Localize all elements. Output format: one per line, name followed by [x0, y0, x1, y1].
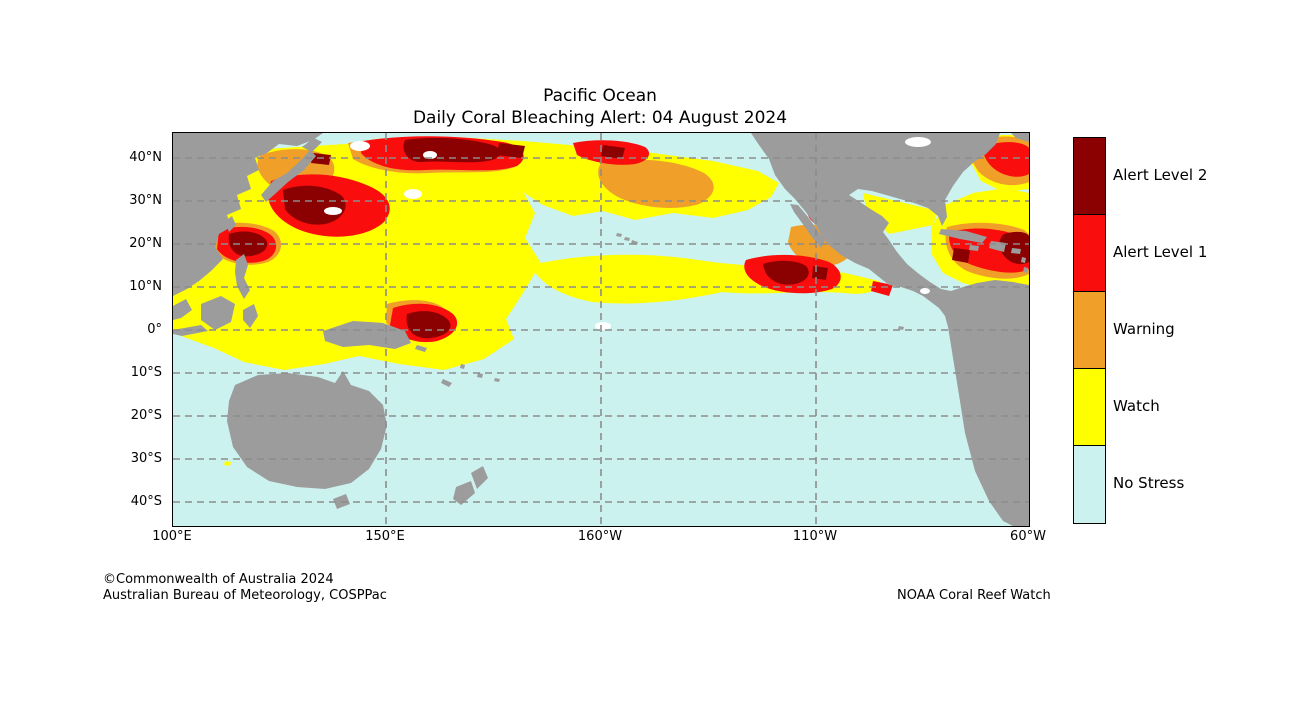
lon-label-160w: 160°W — [577, 529, 623, 544]
land-taiwan — [225, 216, 236, 232]
great-lakes-patch — [905, 137, 931, 147]
land-solomon-islands — [415, 345, 427, 352]
alert1-panama-bight — [871, 281, 893, 296]
copyright-block: ©Commonwealth of Australia 2024 Australi… — [103, 572, 387, 603]
lat-label-40n: 40°N — [129, 150, 162, 165]
title-line-1: Pacific Ocean — [543, 86, 657, 106]
warning-mid-pacific — [598, 159, 714, 208]
land-fiji — [477, 373, 483, 378]
missing-data-patch — [423, 151, 437, 159]
lat-label-20n: 20°N — [129, 236, 162, 251]
gridline-layer — [173, 133, 1029, 526]
noaa-credit: NOAA Coral Reef Watch — [897, 588, 1051, 603]
missing-data-layer — [324, 137, 931, 330]
lat-label-10s: 10°S — [130, 365, 162, 380]
lat-label-30s: 30°S — [130, 451, 162, 466]
alert2-japan-core — [283, 185, 346, 225]
legend-swatch-watch — [1074, 369, 1105, 446]
legend-swatch-alert-level-1 — [1074, 215, 1105, 292]
legend-swatch-warning — [1074, 292, 1105, 369]
lon-label-100e: 100°E — [152, 529, 192, 544]
lon-label-110w: 110°W — [792, 529, 838, 544]
land-galapagos — [898, 326, 904, 330]
land-borneo — [201, 296, 235, 330]
land-americas — [751, 133, 1029, 526]
land-asia — [173, 133, 323, 296]
missing-data-patch — [350, 141, 370, 151]
alert2-east-pacific-patch — [812, 266, 828, 280]
land-lesser-antilles — [1021, 257, 1028, 273]
map-canvas — [172, 132, 1030, 527]
legend-label-warning: Warning — [1113, 320, 1175, 338]
land-new-guinea — [323, 321, 411, 349]
land-japan — [261, 150, 316, 202]
lat-label-0: 0° — [147, 322, 162, 337]
land-puerto-rico — [1011, 248, 1021, 254]
lat-label-40s: 40°S — [130, 494, 162, 509]
land-sumatra — [173, 299, 192, 320]
legend-colorbar — [1073, 137, 1106, 524]
missing-data-patch — [920, 288, 930, 294]
legend-swatch-no-stress — [1074, 446, 1105, 523]
land-newfoundland — [1011, 133, 1029, 142]
alert2-caribbean-east — [999, 231, 1029, 265]
land-new-caledonia — [441, 379, 452, 387]
land-hawaii — [616, 233, 638, 245]
copyright-line-1: ©Commonwealth of Australia 2024 — [103, 572, 334, 587]
lon-label-150e: 150°E — [365, 529, 405, 544]
alert2-east-pacific-core — [763, 260, 809, 285]
lon-label-60w: 60°W — [1010, 529, 1046, 544]
copyright-line-2: Australian Bureau of Meteorology, COSPPa… — [103, 587, 387, 603]
missing-data-patch — [324, 207, 342, 215]
alert2-north-band-east-patch — [601, 145, 625, 159]
missing-data-patch — [595, 322, 611, 330]
land-jamaica — [969, 245, 979, 251]
watch-speck-indian-ocean — [224, 461, 231, 466]
land-sulawesi — [243, 304, 258, 328]
title-line-2: Daily Coral Bleaching Alert: 04 August 2… — [412, 108, 788, 128]
alert2-north-band-patch — [497, 143, 525, 158]
alert2-solomon-sea-core — [406, 311, 451, 339]
lat-label-10n: 10°N — [129, 279, 162, 294]
legend-label-alert-level-1: Alert Level 1 — [1113, 243, 1208, 261]
land-new-zealand-north — [471, 466, 488, 489]
lat-label-30n: 30°N — [129, 193, 162, 208]
legend-swatch-alert-level-2 — [1074, 138, 1105, 215]
land-vanuatu — [460, 364, 465, 369]
legend-label-no-stress: No Stress — [1113, 474, 1185, 492]
land-tonga — [494, 378, 500, 382]
missing-data-patch — [404, 189, 422, 199]
figure-title: Pacific Ocean Daily Coral Bleaching Aler… — [172, 85, 1028, 129]
lat-label-20s: 20°S — [130, 408, 162, 423]
pacific-map-svg — [173, 133, 1029, 526]
land-layer — [173, 133, 1029, 526]
land-hokkaido — [302, 138, 322, 152]
legend-label-watch: Watch — [1113, 397, 1160, 415]
legend-label-alert-level-2: Alert Level 2 — [1113, 166, 1208, 184]
land-cuba — [939, 229, 987, 243]
alert2-caribbean-west — [952, 248, 970, 263]
land-new-zealand-south — [453, 481, 475, 505]
alert1-northwest-atlantic — [983, 142, 1029, 177]
